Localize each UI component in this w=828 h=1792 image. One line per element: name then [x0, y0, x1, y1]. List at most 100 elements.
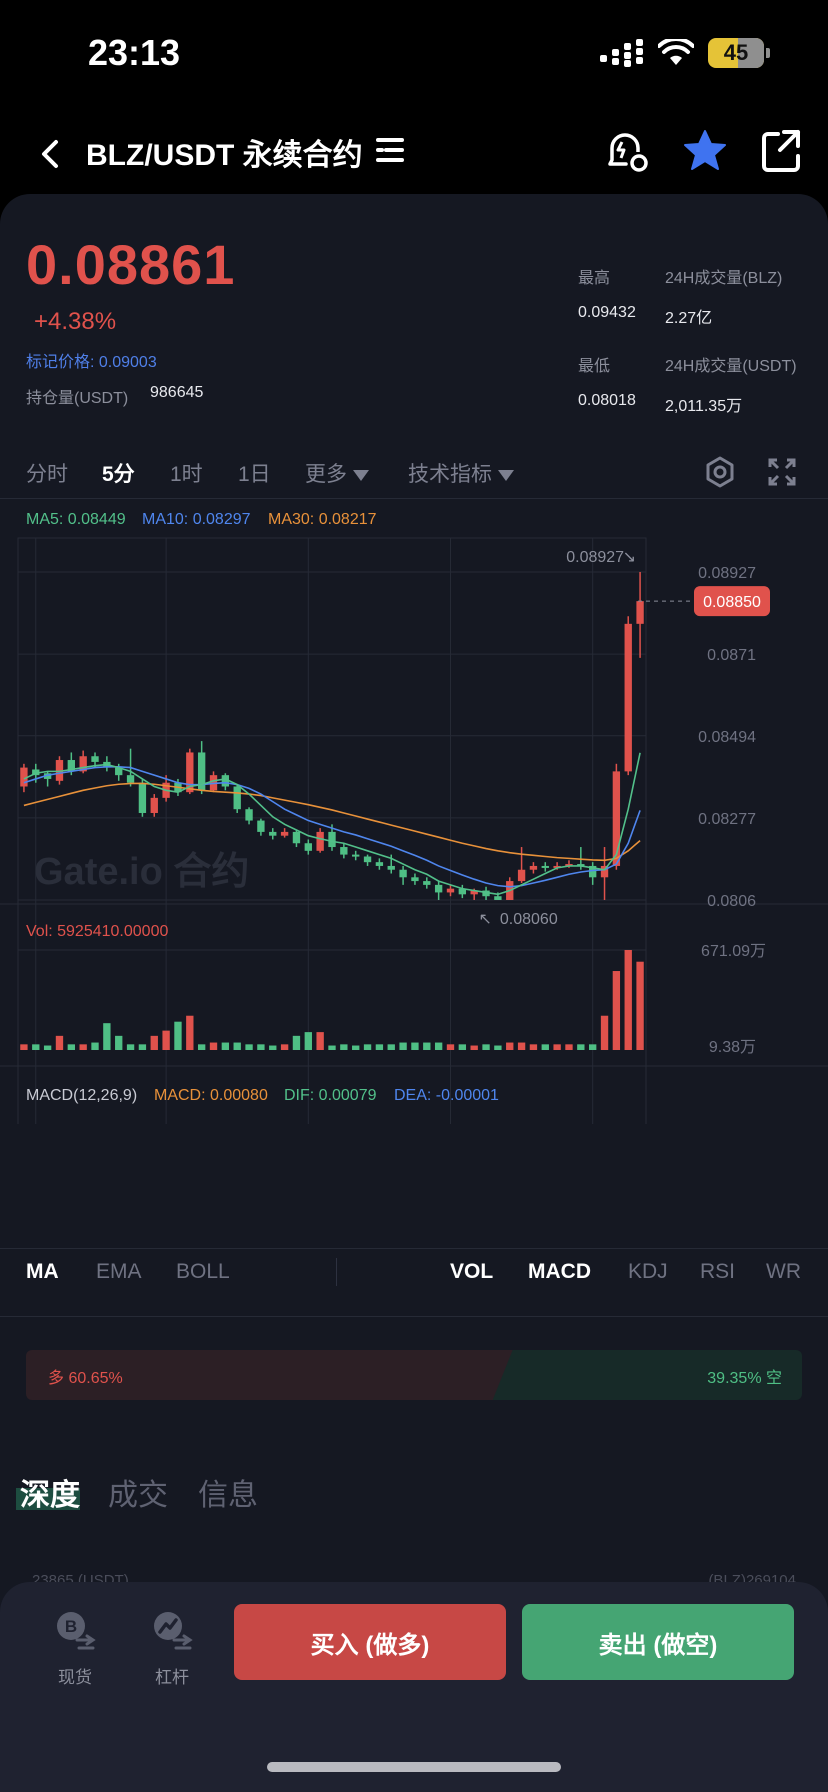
candle-body [482, 890, 490, 897]
candle-body [553, 865, 561, 868]
volume-bar [55, 1035, 64, 1050]
chart-settings-icon[interactable] [704, 456, 736, 488]
tab-indicator-macd[interactable]: MACD [528, 1260, 591, 1283]
volume-bar [375, 1044, 384, 1050]
volume-bar [636, 961, 644, 1050]
tab-indicator-vol[interactable]: VOL [450, 1260, 494, 1283]
candle-body [600, 865, 609, 878]
candle-body [55, 760, 64, 781]
candle-body [624, 623, 632, 772]
tab-timeframe-line[interactable]: 分时 [26, 463, 68, 486]
price-change: +4.38% [34, 308, 117, 335]
volume-usdt-label: 24H成交量(USDT) [665, 358, 797, 375]
tab-timeframe-more[interactable]: 更多 [305, 458, 369, 488]
pair-title[interactable]: BLZ/USDT 永续合约 [86, 139, 363, 172]
candle-body [197, 752, 206, 791]
candle-body [91, 756, 99, 762]
candle-body [43, 773, 52, 779]
candle-body [363, 856, 372, 863]
candle-body [577, 864, 585, 867]
tab-timeframe-1d[interactable]: 1日 [238, 463, 271, 486]
high-marker-label: 0.08927 [566, 549, 624, 566]
market-sheet: 0.08861 +4.38% 标记价格: 0.09003 持仓量(USDT) 9… [0, 194, 828, 1792]
volume-bar [577, 1044, 585, 1050]
tab-trades[interactable]: 成交 [108, 1479, 168, 1512]
volume-bar [482, 1044, 490, 1050]
volume-bar [162, 1030, 170, 1050]
candle-body [233, 786, 241, 810]
wifi-icon [658, 39, 694, 65]
dea-value: DEA: -0.00001 [394, 1087, 499, 1104]
tab-indicators[interactable]: 技术指标 [408, 458, 514, 488]
candle-body [387, 865, 395, 870]
long-ratio-fill [26, 1350, 517, 1400]
battery-indicator: 45 [708, 38, 764, 68]
volume-bar [387, 1044, 395, 1050]
price-alert-icon[interactable] [604, 128, 650, 174]
ma-legend-1: MA10: 0.08297 [142, 511, 251, 528]
candle-body [126, 775, 135, 783]
tab-indicator-boll[interactable]: BOLL [176, 1260, 230, 1283]
tab-timeframe-5m[interactable]: 5分 [102, 463, 135, 486]
volume-bar [67, 1044, 75, 1050]
tab-indicator-ma[interactable]: MA [26, 1260, 59, 1283]
candle-body [138, 782, 147, 813]
favorite-star-icon[interactable] [682, 128, 728, 174]
volume-bar [529, 1044, 538, 1050]
low-marker-arrow: ↖ [478, 909, 491, 928]
candle-body [316, 831, 324, 851]
leverage-shortcut[interactable]: 杠杆 [137, 1608, 207, 1688]
current-price-tag [694, 586, 770, 617]
low-value: 0.08018 [578, 392, 636, 409]
volume-bar [434, 1042, 443, 1050]
volume-bar [304, 1032, 312, 1050]
fullscreen-icon[interactable] [766, 456, 798, 488]
tab-info[interactable]: 信息 [198, 1479, 258, 1512]
tab-depth[interactable]: 深度 [20, 1479, 80, 1512]
open-interest-value: 986645 [150, 384, 204, 401]
volume-bar [186, 1015, 194, 1050]
back-icon[interactable] [36, 134, 60, 174]
nav-bar: BLZ/USDT 永续合约 [0, 110, 828, 200]
volume-bar [600, 1015, 609, 1050]
candle-body [589, 865, 597, 878]
volume-bar [115, 1035, 123, 1050]
volume-bar [20, 1044, 28, 1050]
tab-indicator-rsi[interactable]: RSI [700, 1260, 736, 1283]
home-indicator[interactable] [267, 1762, 561, 1772]
volume-bar [138, 1044, 147, 1050]
candle-body [186, 752, 194, 793]
volume-bar [565, 1044, 573, 1050]
pair-list-icon[interactable] [374, 132, 406, 168]
volume-bar [589, 1044, 597, 1050]
candle-body [257, 820, 265, 832]
volume-bar [470, 1045, 478, 1050]
tab-indicator-wr[interactable]: WR [766, 1260, 801, 1283]
candle-body [411, 877, 419, 882]
volume-bar [423, 1042, 431, 1050]
chevron-down-icon [353, 469, 369, 481]
sell-short-button[interactable]: 卖出 (做空) [522, 1604, 794, 1680]
candle-body [304, 843, 312, 851]
spot-shortcut[interactable]: B 现货 [40, 1608, 110, 1688]
high-value: 0.09432 [578, 304, 636, 321]
y-tick-label: 0.08494 [698, 729, 756, 746]
chevron-down-icon [498, 469, 514, 481]
volume-bar [280, 1044, 289, 1050]
tab-indicator-ema[interactable]: EMA [96, 1260, 142, 1283]
buy-long-button[interactable]: 买入 (做多) [234, 1604, 506, 1680]
tab-timeframe-1h[interactable]: 1时 [170, 463, 203, 486]
volume-bar [150, 1035, 158, 1050]
volume-bar [126, 1044, 135, 1050]
candle-body [32, 769, 40, 776]
tab-indicator-kdj[interactable]: KDJ [628, 1260, 668, 1283]
spot-label: 现货 [58, 1668, 92, 1687]
volume-bar [316, 1032, 324, 1050]
volume-bar [221, 1042, 230, 1050]
kline-chart[interactable]: MA5: 0.08449 MA10: 0.08297 MA30: 0.08217 0.… [0, 494, 828, 1124]
volume-bar [209, 1042, 218, 1050]
candle-body [517, 869, 526, 882]
volume-bar [517, 1042, 526, 1050]
share-icon[interactable] [760, 128, 802, 174]
y-tick-label: 0.08927 [698, 565, 756, 582]
